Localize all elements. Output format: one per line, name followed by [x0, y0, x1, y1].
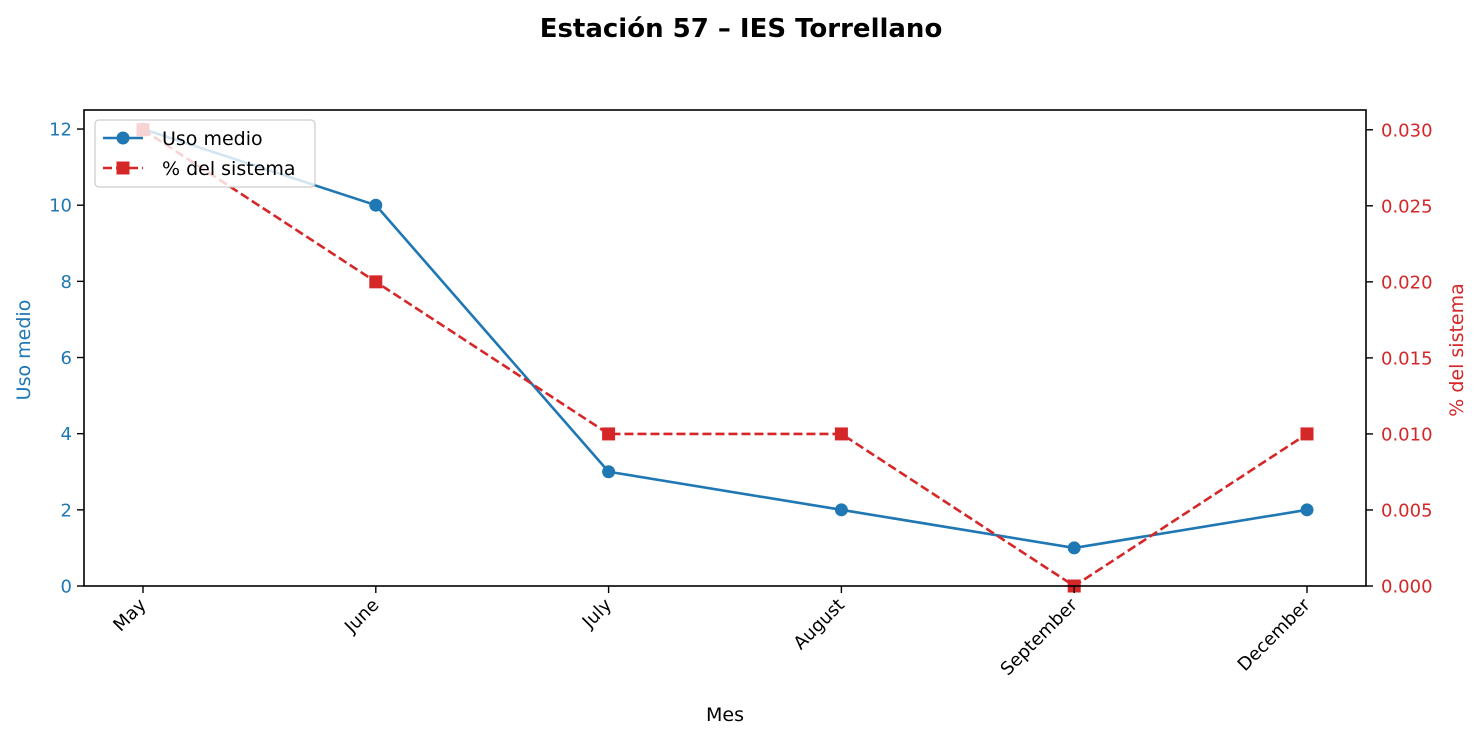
right-y-tick-label: 0.010 [1381, 424, 1433, 445]
legend-marker [116, 161, 130, 175]
x-tick-label: May [109, 594, 150, 635]
legend-box [94, 119, 316, 188]
right-y-tick-label: 0.005 [1381, 500, 1433, 521]
series-0-point [369, 198, 383, 212]
legend-label: % del sistema [162, 158, 296, 180]
plot-frame [83, 109, 1367, 587]
chart-title: Estación 57 – IES Torrellano [540, 14, 943, 44]
left-y-axis-label: Uso medio [13, 300, 35, 401]
left-y-tick-label: 8 [61, 272, 72, 293]
series-0-point [1300, 503, 1314, 517]
right-y-tick-label: 0.015 [1381, 348, 1433, 369]
x-axis-label: Mes [706, 704, 744, 726]
series-1-point [369, 275, 383, 289]
x-tick-label: July [578, 594, 617, 633]
x-tick-label: September [997, 594, 1083, 680]
series-1-point [834, 427, 848, 441]
x-axis: May June July August September December [109, 586, 1315, 680]
legend-label: Uso medio [162, 128, 263, 150]
left-y-tick-label: 10 [49, 196, 72, 217]
right-y-tick-label: 0.020 [1381, 272, 1433, 293]
x-tick-label: August [790, 595, 849, 654]
x-tick-label: June [340, 595, 383, 638]
plot-area [136, 122, 1314, 593]
series-0-point [1067, 541, 1081, 555]
right-y-axis: 0.000 0.005 0.010 0.015 0.020 0.025 0.030 [1366, 120, 1433, 598]
right-y-tick-label: 0.000 [1381, 577, 1433, 598]
right-y-tick-label: 0.025 [1381, 196, 1433, 217]
series-1-point [602, 427, 616, 441]
left-y-tick-label: 6 [61, 348, 72, 369]
left-y-tick-label: 2 [61, 500, 72, 521]
series-0-point [602, 465, 616, 479]
left-y-tick-label: 12 [49, 120, 72, 141]
series-line-1 [142, 128, 1308, 588]
legend-marker [116, 131, 130, 145]
right-y-tick-label: 0.030 [1381, 120, 1433, 141]
left-y-axis: 0 2 4 6 8 10 12 [49, 120, 84, 598]
x-tick-label: December [1234, 594, 1315, 675]
left-y-tick-label: 0 [61, 577, 72, 598]
series-1-point [1300, 427, 1314, 441]
series-0-point [834, 503, 848, 517]
series-line-0 [142, 127, 1308, 550]
right-y-axis-label: % del sistema [1446, 283, 1468, 417]
left-y-tick-label: 4 [61, 424, 72, 445]
legend: Uso medio % del sistema [94, 119, 316, 188]
